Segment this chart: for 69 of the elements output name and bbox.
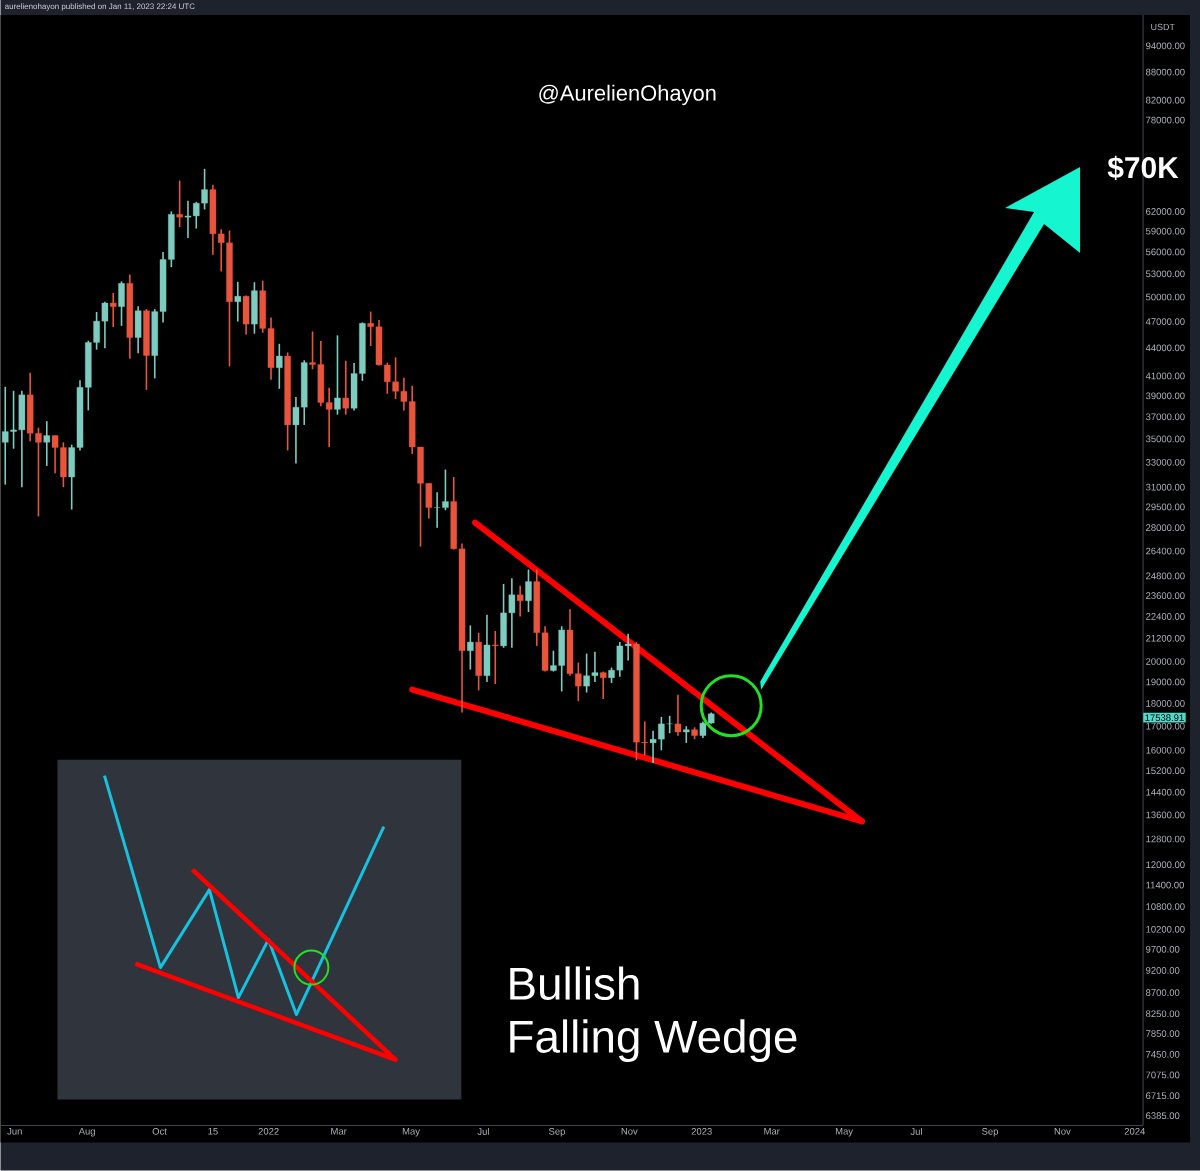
y-tick-label: 8250.00 xyxy=(1145,1010,1180,1018)
y-tick-label: 26400.00 xyxy=(1146,547,1185,555)
y-tick-label: 10800.00 xyxy=(1146,903,1185,911)
y-tick-label: 9700.00 xyxy=(1146,946,1180,953)
y-tick-label: 41000.00 xyxy=(1145,372,1185,380)
y-tick-label: 39000.00 xyxy=(1145,392,1185,400)
x-tick-label: Jul xyxy=(477,1128,489,1136)
x-tick-label: Oct xyxy=(152,1128,167,1135)
y-tick-label: 7450.00 xyxy=(1146,1051,1180,1058)
y-tick-label: 24800.00 xyxy=(1146,572,1185,580)
y-tick-label: 16000.00 xyxy=(1146,747,1185,754)
annotation: Bullish xyxy=(510,966,639,1001)
x-tick-label: Sep xyxy=(982,1128,999,1137)
x-tick-label: 2023 xyxy=(691,1128,712,1135)
x-tick-label: Jun xyxy=(7,1128,22,1135)
y-tick-label: 28000.00 xyxy=(1146,524,1185,532)
y-tick-label: 18000.00 xyxy=(1146,700,1185,708)
x-tick-label: Mar xyxy=(764,1128,780,1135)
y-tick-label: 29500.00 xyxy=(1146,503,1185,511)
y-tick-label: 6715.00 xyxy=(1146,1092,1180,1100)
y-tick-label: 50000.00 xyxy=(1145,293,1185,301)
y-tick-label: 82000.00 xyxy=(1145,97,1185,104)
y-tick-label: 56000.00 xyxy=(1145,248,1185,256)
y-tick-label: 21200.00 xyxy=(1146,635,1185,642)
y-tick-label: 7850.00 xyxy=(1146,1030,1180,1038)
y-tick-label: 10200.00 xyxy=(1146,926,1185,933)
y-tick-label: 12800.00 xyxy=(1146,835,1185,843)
x-tick-label: Sep xyxy=(548,1128,565,1137)
x-tick-label: Mar xyxy=(331,1128,347,1135)
y-tick-label: 35000.00 xyxy=(1145,435,1185,443)
y-tick-label: 94000.00 xyxy=(1146,42,1185,50)
y-tick-label: 9200.00 xyxy=(1146,967,1180,974)
y-tick-label: 31000.00 xyxy=(1145,484,1185,491)
y-tick-label: 37000.00 xyxy=(1145,413,1185,421)
x-tick-label: 2024 xyxy=(1124,1128,1145,1135)
x-tick-label: Nov xyxy=(621,1128,638,1135)
y-tick-label: 59000.00 xyxy=(1145,228,1185,235)
y-tick-label: 17000.00 xyxy=(1146,723,1185,730)
y-tick-label: 20000.00 xyxy=(1146,658,1185,666)
y-tick-label: 62000.00 xyxy=(1146,208,1185,216)
x-tick-label: 2022 xyxy=(258,1128,279,1135)
x-tick-label: Jul xyxy=(910,1128,922,1136)
x-tick-label: May xyxy=(402,1128,420,1137)
y-tick-label: 88000.00 xyxy=(1145,69,1185,76)
y-tick-label: 15200.00 xyxy=(1146,767,1185,775)
y-tick-label: 23600.00 xyxy=(1146,592,1185,600)
y-tick-label: 14400.00 xyxy=(1146,789,1185,796)
y-tick-label: 78000.00 xyxy=(1146,117,1185,124)
y-tick-label: 11400.00 xyxy=(1146,882,1184,889)
y-tick-label: 22400.00 xyxy=(1146,613,1185,620)
x-tick-label: Aug xyxy=(78,1128,95,1137)
y-tick-label: 47000.00 xyxy=(1145,318,1185,326)
y-axis-title: USDT xyxy=(1151,24,1175,31)
y-tick-label: 44000.00 xyxy=(1145,344,1185,352)
annotation: $70K xyxy=(1107,155,1179,181)
annotation: Falling Wedge xyxy=(510,1019,797,1063)
y-tick-label: 13600.00 xyxy=(1146,811,1185,819)
y-tick-label: 8700.00 xyxy=(1145,989,1180,997)
y-tick-label: 12000.00 xyxy=(1146,861,1185,869)
y-tick-label: 7075.00 xyxy=(1146,1071,1180,1079)
annotation: @AurelienOhayon xyxy=(539,84,716,106)
text: 17538.91 xyxy=(1145,714,1184,722)
x-tick-label: Nov xyxy=(1054,1128,1071,1135)
y-tick-label: 33000.00 xyxy=(1145,459,1185,466)
y-tick-label: 6385.00 xyxy=(1146,1112,1180,1120)
y-tick-label: 53000.00 xyxy=(1145,270,1185,278)
x-tick-label: May xyxy=(835,1128,853,1137)
x-tick-label: 15 xyxy=(208,1128,218,1135)
y-tick-label: 19000.00 xyxy=(1146,678,1185,686)
